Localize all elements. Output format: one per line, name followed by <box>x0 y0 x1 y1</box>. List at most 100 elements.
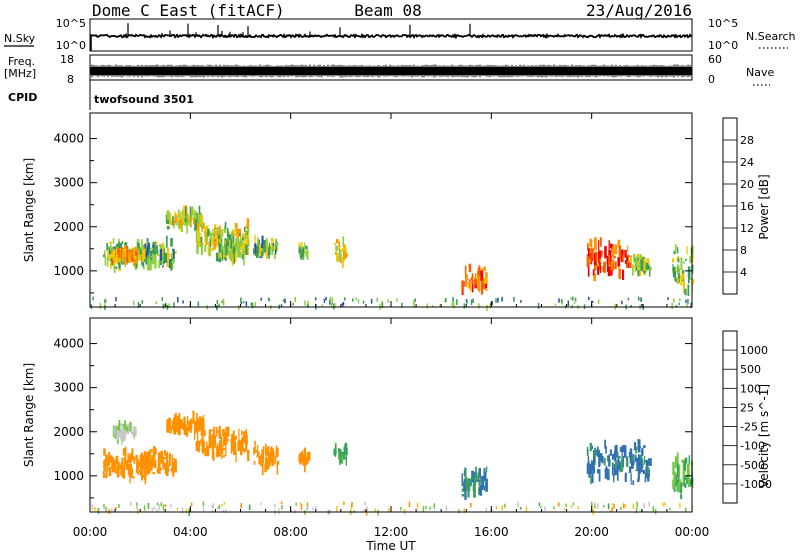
data-cell <box>618 245 622 259</box>
data-cell <box>230 248 233 258</box>
data-cell <box>211 247 214 252</box>
data-cell <box>194 427 196 440</box>
ground-scatter-cell <box>281 505 283 510</box>
ground-scatter-cell <box>105 506 107 512</box>
data-cell <box>592 461 595 471</box>
data-cell <box>209 237 212 241</box>
data-cell <box>104 459 107 461</box>
data-cell <box>115 455 119 465</box>
data-cell <box>121 464 123 478</box>
ground-scatter-cell <box>607 503 610 510</box>
cpid-label: CPID <box>8 91 37 104</box>
nsearch-tick-top: 10^5 <box>708 17 738 30</box>
data-cell <box>148 247 151 253</box>
data-cell <box>238 428 240 441</box>
beam-label: Beam 08 <box>354 1 421 20</box>
data-cell <box>626 256 629 262</box>
data-cell <box>244 233 246 242</box>
ground-scatter-cell <box>331 297 334 303</box>
data-cell <box>254 440 256 454</box>
data-cell <box>639 454 642 460</box>
data-cell <box>612 253 615 265</box>
ground-scatter-cell <box>325 296 327 301</box>
data-cell <box>122 249 124 263</box>
colorbar-tick-label: -500 <box>740 459 765 472</box>
data-cell <box>203 430 206 437</box>
ground-scatter-cell <box>282 299 285 302</box>
data-cell <box>214 224 217 230</box>
data-cell <box>344 253 348 257</box>
data-cell <box>598 239 600 252</box>
ground-scatter-cell <box>91 504 94 510</box>
data-cell <box>344 247 347 250</box>
data-cell <box>236 238 239 252</box>
data-cell <box>112 463 114 466</box>
data-cell <box>461 280 464 292</box>
data-cell <box>129 453 132 464</box>
data-cell <box>180 422 183 426</box>
x-tick-label: 20:00 <box>574 525 609 539</box>
data-cell <box>150 256 152 262</box>
ground-scatter-cell <box>377 509 379 516</box>
data-cell <box>169 421 171 426</box>
ground-scatter-cell <box>161 297 164 302</box>
data-cell <box>642 259 645 268</box>
nsearch-label: N.Search <box>746 30 796 43</box>
data-cell <box>239 252 242 258</box>
data-cell <box>211 237 214 246</box>
data-cell <box>481 281 484 284</box>
ground-scatter-cell <box>422 506 425 512</box>
data-cell <box>126 249 129 263</box>
ground-scatter-cell <box>218 504 221 509</box>
data-cell <box>262 457 265 461</box>
data-cell <box>591 472 594 483</box>
data-cell <box>246 218 250 230</box>
ground-scatter-cell <box>504 503 506 508</box>
data-cell <box>155 241 158 245</box>
data-cell <box>610 266 613 276</box>
ground-scatter-cell <box>413 302 415 308</box>
data-cell <box>632 480 635 485</box>
data-cell <box>193 209 195 219</box>
data-cell <box>341 248 344 252</box>
ground-scatter-cell <box>136 502 138 508</box>
ground-scatter-cell <box>307 303 309 308</box>
data-cell <box>145 256 148 265</box>
ground-scatter-cell <box>495 505 498 510</box>
data-cell <box>163 249 165 261</box>
ground-scatter-cell <box>336 506 338 512</box>
data-cell <box>470 289 472 292</box>
data-cell <box>232 246 236 254</box>
data-cell <box>636 460 639 467</box>
data-cell <box>254 234 256 248</box>
data-cell <box>672 258 675 263</box>
ground-scatter-cell <box>321 304 323 308</box>
data-cell <box>678 272 680 283</box>
data-cell <box>246 434 248 445</box>
data-cell <box>243 253 245 266</box>
ground-scatter-cell <box>554 303 557 306</box>
data-cell <box>215 252 219 262</box>
data-cell <box>597 451 600 458</box>
ground-scatter-cell <box>685 507 687 513</box>
data-cell <box>171 461 174 469</box>
data-cell <box>176 218 179 223</box>
data-cell <box>109 255 112 258</box>
data-cell <box>177 212 179 220</box>
data-cell <box>124 249 127 258</box>
ground-scatter-cell <box>329 296 332 303</box>
ground-scatter-cell <box>129 501 132 506</box>
y-tick-label: 2000 <box>53 220 84 234</box>
data-cell <box>209 446 213 449</box>
data-cell <box>175 463 177 466</box>
data-cell <box>117 250 120 258</box>
ground-scatter-cell <box>403 509 406 513</box>
ground-scatter-cell <box>94 507 96 511</box>
data-cell <box>678 471 680 479</box>
x-tick-label: 08:00 <box>273 525 308 539</box>
data-cell <box>679 481 683 494</box>
ground-scatter-cell <box>463 303 466 309</box>
data-cell <box>214 435 216 444</box>
data-cell <box>146 245 149 256</box>
ground-scatter-cell <box>517 502 519 507</box>
